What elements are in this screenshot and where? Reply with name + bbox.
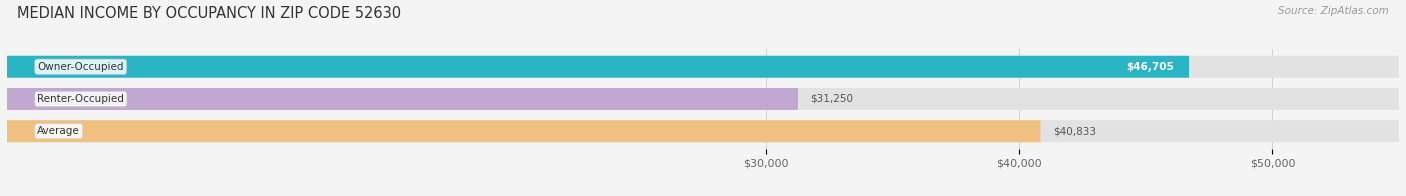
Text: Source: ZipAtlas.com: Source: ZipAtlas.com <box>1278 6 1389 16</box>
FancyBboxPatch shape <box>7 88 799 110</box>
FancyBboxPatch shape <box>7 56 1399 78</box>
Text: Owner-Occupied: Owner-Occupied <box>38 62 124 72</box>
Text: Renter-Occupied: Renter-Occupied <box>38 94 124 104</box>
FancyBboxPatch shape <box>7 120 1399 142</box>
FancyBboxPatch shape <box>7 56 1189 78</box>
Text: Average: Average <box>38 126 80 136</box>
FancyBboxPatch shape <box>7 120 1040 142</box>
FancyBboxPatch shape <box>7 88 1399 110</box>
Text: $46,705: $46,705 <box>1126 62 1174 72</box>
Text: $31,250: $31,250 <box>810 94 853 104</box>
Text: MEDIAN INCOME BY OCCUPANCY IN ZIP CODE 52630: MEDIAN INCOME BY OCCUPANCY IN ZIP CODE 5… <box>17 6 401 21</box>
Text: $40,833: $40,833 <box>1053 126 1097 136</box>
